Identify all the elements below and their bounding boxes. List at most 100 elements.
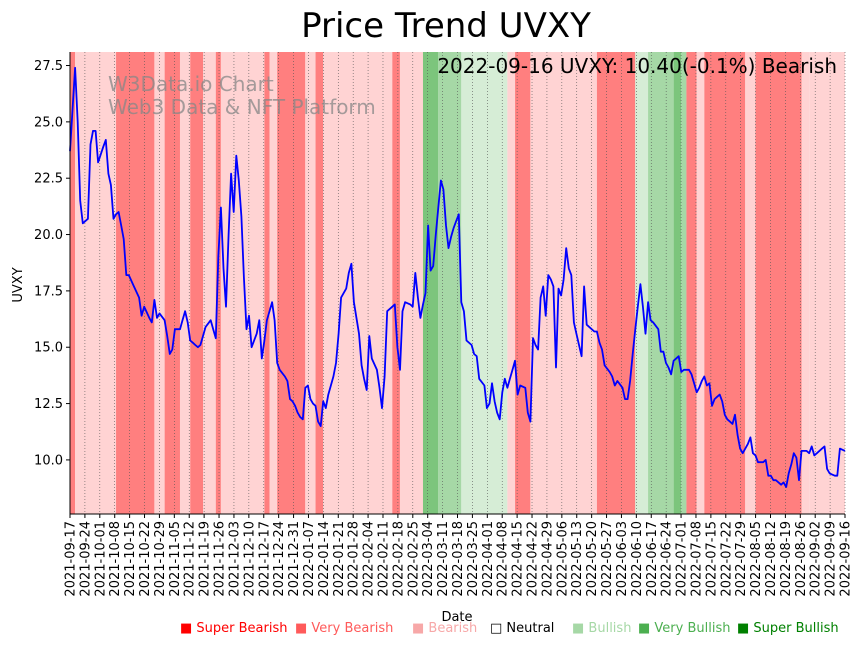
- x-tick-label: 2021-12-10: [242, 521, 257, 597]
- sentiment-band: [315, 52, 324, 514]
- x-tick-label: 2022-01-21: [332, 521, 347, 597]
- sentiment-band: [70, 52, 76, 514]
- x-tick-label: 2021-11-19: [198, 521, 213, 597]
- x-tick-label: 2021-11-26: [213, 521, 228, 597]
- x-tick-label: 2022-04-15: [511, 521, 526, 597]
- sentiment-band: [203, 52, 216, 514]
- x-tick-label: 2022-04-08: [496, 521, 511, 597]
- x-tick-label: 2022-05-13: [570, 521, 585, 597]
- legend-marker: ■: [572, 621, 589, 636]
- x-tick-label: 2021-12-17: [257, 521, 272, 597]
- sentiment-band: [75, 52, 117, 514]
- chart-title: Price Trend UVXY: [301, 6, 591, 46]
- x-tick-label: 2021-10-08: [108, 521, 123, 597]
- x-tick-label: 2021-12-24: [272, 521, 287, 597]
- sentiment-band: [755, 52, 802, 514]
- sentiment-band: [745, 52, 756, 514]
- sentiment-band: [422, 52, 439, 514]
- y-tick-label: 20.0: [34, 228, 63, 243]
- legend-label: Super Bearish: [196, 621, 288, 636]
- legend-label: Very Bearish: [311, 621, 394, 636]
- x-tick-label: 2022-07-01: [675, 521, 690, 597]
- x-tick-label: 2022-08-12: [764, 521, 779, 597]
- legend-marker: ■: [737, 621, 754, 636]
- legend-label: Bearish: [428, 621, 478, 636]
- watermark: W3Data.io Chart Web3 Data & NFT Platform: [108, 72, 376, 119]
- sentiment-band: [392, 52, 400, 514]
- sentiment-band: [264, 52, 270, 514]
- x-tick-label: 2022-07-29: [734, 521, 749, 597]
- sentiment-band: [269, 52, 278, 514]
- price-line: [69, 66, 846, 488]
- vertical-gridlines: [69, 52, 846, 514]
- y-tick-label: 15.0: [34, 341, 63, 356]
- x-tick-label: 2021-11-05: [168, 521, 183, 597]
- y-tick-label: 10.0: [34, 453, 63, 468]
- sentiment-legend: ■ Super Bearish ■ Very Bearish ■ Bearish □ …: [180, 621, 850, 639]
- sentiment-band: [596, 52, 636, 514]
- x-tick-label: 2022-07-22: [719, 521, 734, 597]
- sentiment-band: [801, 52, 810, 514]
- x-tick-label: 2021-10-15: [123, 521, 138, 597]
- sentiment-band: [399, 52, 423, 514]
- legend-label: Very Bullish: [654, 621, 731, 636]
- x-tick-label: 2022-08-05: [749, 521, 764, 597]
- legend-item: ■ Super Bearish: [180, 621, 288, 636]
- x-tick-label: 2021-10-29: [153, 521, 168, 597]
- legend-item: ■ Bearish: [412, 621, 477, 636]
- sentiment-band: [507, 52, 516, 514]
- legend-marker: ■: [638, 621, 655, 636]
- x-tick-label: 2022-04-22: [526, 521, 541, 597]
- x-tick-label: 2022-01-14: [317, 521, 332, 597]
- sentiment-band: [438, 52, 462, 514]
- x-tick-label: 2022-01-07: [302, 521, 317, 597]
- sentiment-band: [179, 52, 191, 514]
- legend-label: Super Bullish: [753, 621, 839, 636]
- x-axis-ticks: 2021-09-17 2021-09-24 2021-10-01 2021-10-08…: [64, 514, 854, 597]
- x-tick-label: 2022-09-02: [809, 521, 824, 597]
- x-tick-label: 2022-07-08: [689, 521, 704, 597]
- y-tick-label: 17.5: [34, 284, 63, 299]
- x-tick-label: 2021-10-01: [93, 521, 108, 597]
- x-tick-label: 2022-09-09: [824, 521, 839, 597]
- sentiment-band: [323, 52, 393, 514]
- x-tick-label: 2022-03-04: [421, 521, 436, 597]
- y-axis-ticks: 10.0 12.5 15.0 17.5 20.0 22.5 25.0 27.5: [34, 59, 70, 468]
- x-tick-label: 2022-02-11: [376, 521, 391, 597]
- sentiment-band: [648, 52, 674, 514]
- x-tick-label: 2022-05-20: [585, 521, 600, 597]
- sentiment-band: [673, 52, 682, 514]
- x-tick-label: 2021-12-03: [227, 521, 242, 597]
- watermark-line-2: Web3 Data & NFT Platform: [108, 95, 376, 119]
- legend-item: ■ Very Bullish: [638, 621, 730, 636]
- x-tick-label: 2021-09-17: [64, 521, 79, 597]
- y-tick-label: 22.5: [34, 172, 63, 187]
- x-tick-label: 2022-04-01: [481, 521, 496, 597]
- x-tick-label: 2022-03-11: [436, 521, 451, 597]
- sentiment-band: [277, 52, 306, 514]
- x-tick-label: 2021-09-24: [78, 521, 93, 597]
- x-tick-label: 2022-05-27: [600, 521, 615, 597]
- y-tick-label: 12.5: [34, 397, 63, 412]
- sentiment-band: [461, 52, 508, 514]
- x-tick-label: 2021-11-12: [183, 521, 198, 597]
- x-tick-label: 2022-02-18: [391, 521, 406, 597]
- sentiment-band: [305, 52, 316, 514]
- sentiment-band: [681, 52, 687, 514]
- sentiment-bands: [70, 52, 845, 514]
- x-tick-label: 2022-02-04: [362, 521, 377, 597]
- x-axis-label: Date: [441, 610, 472, 625]
- x-tick-label: 2022-01-28: [347, 521, 362, 597]
- legend-item: □ Neutral: [490, 621, 554, 636]
- latest-price-annotation: 2022-09-16 UVXY: 10.40(-0.1%) Bearish: [437, 54, 837, 78]
- y-tick-label: 27.5: [34, 59, 63, 74]
- x-tick-label: 2022-07-15: [704, 521, 719, 597]
- sentiment-band: [686, 52, 697, 514]
- legend-item: ■ Very Bearish: [295, 621, 393, 636]
- legend-item: ■ Super Bullish: [737, 621, 839, 636]
- x-tick-label: 2022-06-17: [645, 521, 660, 597]
- sentiment-band: [696, 52, 705, 514]
- x-tick-label: 2022-06-03: [615, 521, 630, 597]
- x-tick-label: 2021-12-31: [287, 521, 302, 597]
